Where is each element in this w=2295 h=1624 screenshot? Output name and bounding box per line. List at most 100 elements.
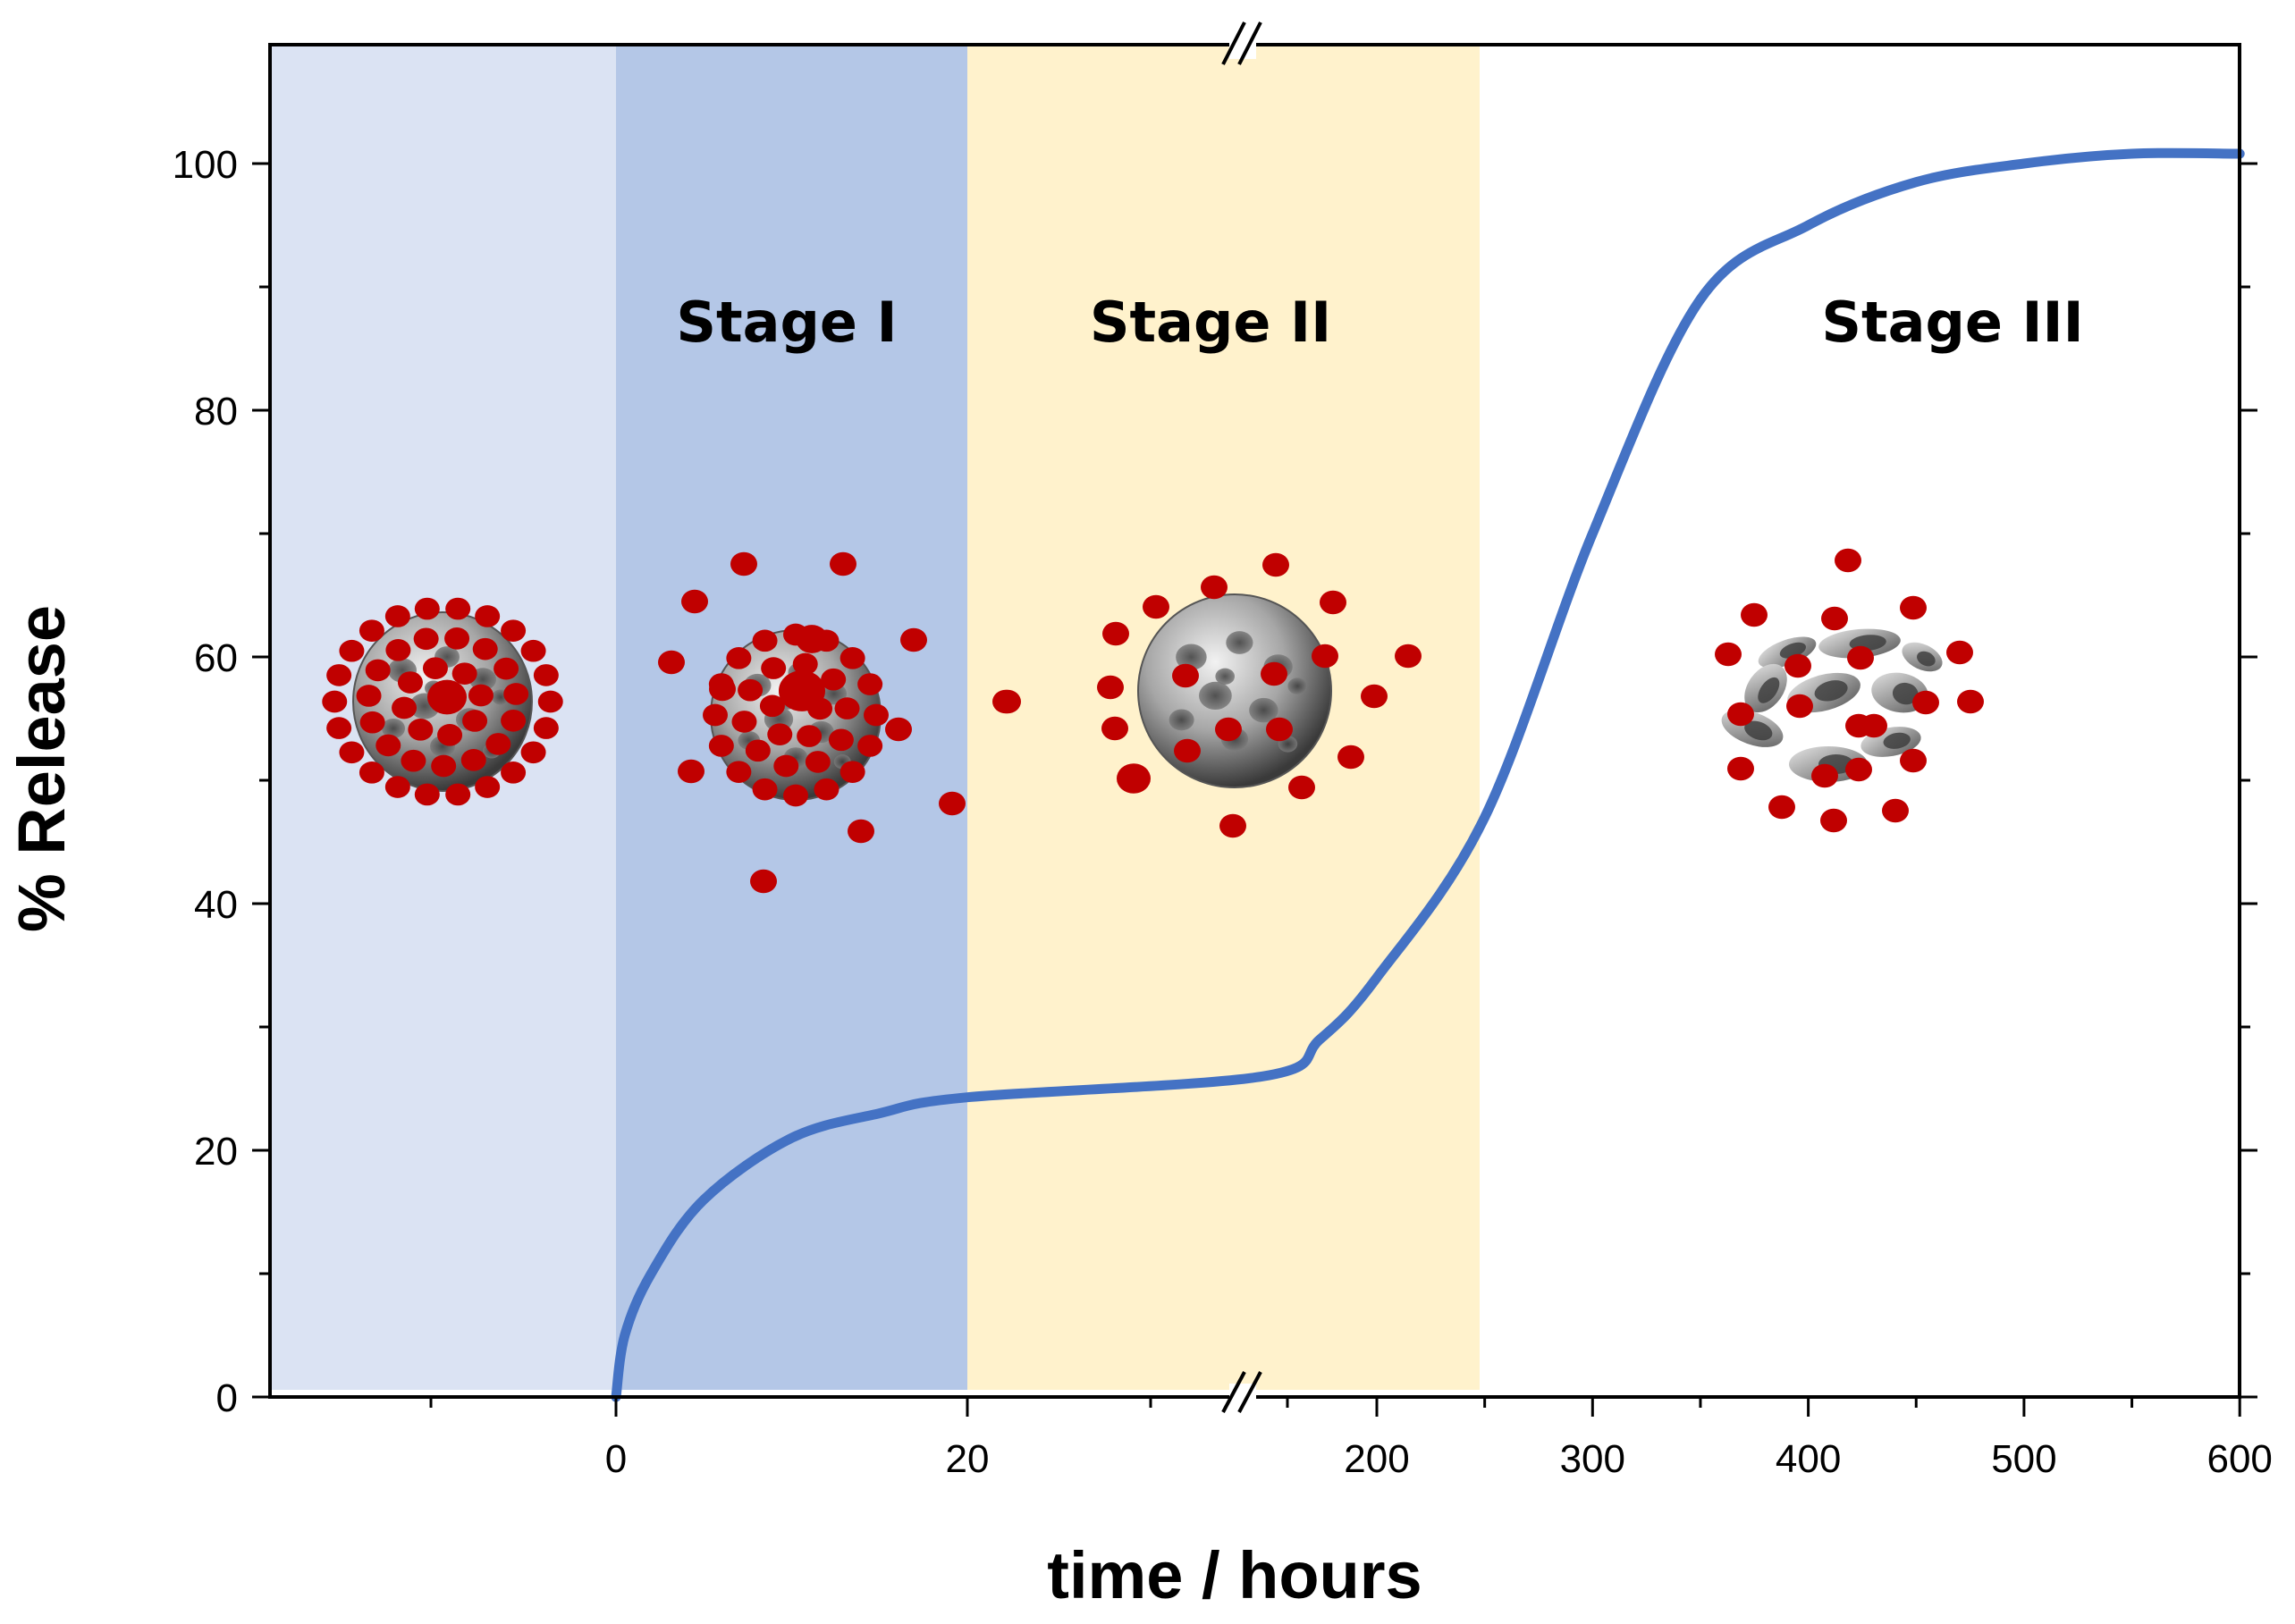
drug-molecule — [834, 697, 860, 719]
drug-molecule — [445, 783, 471, 806]
drug-molecule — [992, 689, 1019, 714]
drug-molecule — [783, 784, 808, 807]
drug-molecule — [761, 657, 787, 679]
drug-molecule — [1097, 675, 1124, 700]
drug-molecule — [792, 652, 818, 676]
drug-molecule — [864, 703, 889, 727]
drug-molecule — [848, 819, 874, 844]
drug-molecule — [485, 733, 511, 755]
drug-molecule — [1821, 606, 1848, 631]
drug-molecule — [322, 690, 348, 713]
drug-molecule — [1262, 552, 1289, 577]
drug-molecule — [767, 723, 793, 745]
drug-molecule — [1835, 548, 1861, 573]
drug-molecule — [738, 678, 764, 702]
drug-molecule — [1395, 644, 1422, 669]
x-tick-label: 300 — [1560, 1437, 1625, 1481]
drug-molecule — [709, 677, 736, 702]
drug-molecules-stage-3 — [1715, 548, 1984, 833]
drug-molecules-stage-1 — [658, 551, 1021, 894]
drug-molecule — [726, 647, 752, 669]
drug-molecule — [494, 657, 519, 680]
fragment — [1744, 663, 1787, 713]
drug-molecule — [397, 671, 423, 694]
release-curve — [611, 147, 2245, 1402]
drug-molecule — [1727, 756, 1754, 781]
drug-molecule — [408, 719, 434, 741]
y-tick-label: 80 — [194, 390, 238, 433]
drug-molecule — [520, 639, 546, 662]
drug-molecule — [752, 778, 778, 801]
drug-molecule — [939, 791, 966, 816]
drug-molecule — [533, 664, 559, 686]
drug-molecule — [1101, 716, 1128, 741]
drug-molecule — [392, 696, 418, 719]
drug-molecule — [750, 869, 777, 894]
drug-molecule — [885, 717, 912, 742]
drug-molecule — [1741, 602, 1768, 627]
stage-label-3: Stage III — [1821, 290, 2083, 355]
drug-molecule — [1957, 689, 1984, 714]
drug-molecule — [501, 709, 527, 732]
drug-molecule — [1337, 745, 1364, 770]
x-axis-title: time / hours — [1047, 1538, 1422, 1612]
drug-molecule — [828, 728, 854, 752]
drug-molecule — [422, 657, 448, 679]
drug-molecule — [726, 761, 752, 783]
drug-molecule — [1117, 763, 1151, 794]
drug-molecule — [339, 741, 365, 764]
y-tick-label: 20 — [194, 1130, 238, 1174]
x-tick-label: 0 — [605, 1437, 627, 1481]
drug-molecule — [339, 639, 365, 662]
drug-molecule — [1845, 757, 1872, 782]
drug-molecule — [413, 627, 439, 651]
drug-molecule — [796, 625, 828, 653]
drug-molecule — [840, 647, 865, 669]
drug-molecule — [475, 605, 501, 627]
axis-break-slash-top-2 — [1237, 21, 1262, 65]
drug-molecule — [1266, 717, 1293, 742]
drug-molecule — [501, 619, 527, 642]
x-tick-label: 600 — [2206, 1437, 2272, 1481]
y-axis: 0 20 40 60 80 100 — [173, 143, 2257, 1420]
drug-molecules-stage-2 — [992, 552, 1422, 838]
drug-molecule — [1847, 645, 1874, 670]
drug-molecule — [359, 762, 384, 784]
drug-molecule — [814, 778, 840, 801]
drug-molecule — [468, 684, 494, 707]
drug-molecule — [857, 735, 883, 757]
drug-molecule — [678, 759, 705, 784]
axis-break-slash-bottom-2 — [1237, 1371, 1262, 1413]
stage-label-2: Stage II — [1090, 290, 1331, 355]
x-tick-label: 400 — [1776, 1437, 1841, 1481]
drug-molecule — [1946, 640, 1973, 665]
drug-molecule — [1900, 748, 1927, 773]
drug-molecule — [451, 662, 477, 685]
x-tick-label: 20 — [946, 1437, 990, 1481]
particle-illustrations — [322, 548, 1984, 894]
drug-molecule — [537, 690, 563, 713]
drug-molecule — [462, 710, 488, 732]
drug-molecule — [730, 551, 757, 576]
drug-molecule — [1768, 795, 1795, 820]
drug-molecule — [773, 754, 799, 778]
drug-molecule — [1811, 763, 1838, 788]
drug-molecule — [1715, 642, 1742, 667]
drug-molecule — [731, 711, 757, 733]
drug-molecule — [401, 749, 426, 772]
drug-molecule — [437, 724, 463, 746]
drug-molecule — [1215, 717, 1242, 742]
drug-molecule — [857, 673, 883, 695]
drug-molecule — [503, 683, 529, 705]
drug-molecule — [805, 751, 831, 773]
drug-molecule — [375, 734, 401, 757]
drug-molecule — [520, 741, 546, 764]
axis-break-marks — [1221, 21, 1262, 1413]
drug-molecule — [326, 664, 352, 686]
drug-molecule — [472, 637, 498, 661]
drug-molecule — [752, 629, 778, 652]
drug-molecule — [708, 735, 734, 757]
y-tick-label: 60 — [194, 636, 238, 680]
drug-molecule — [779, 670, 825, 711]
drug-molecule — [359, 711, 385, 734]
